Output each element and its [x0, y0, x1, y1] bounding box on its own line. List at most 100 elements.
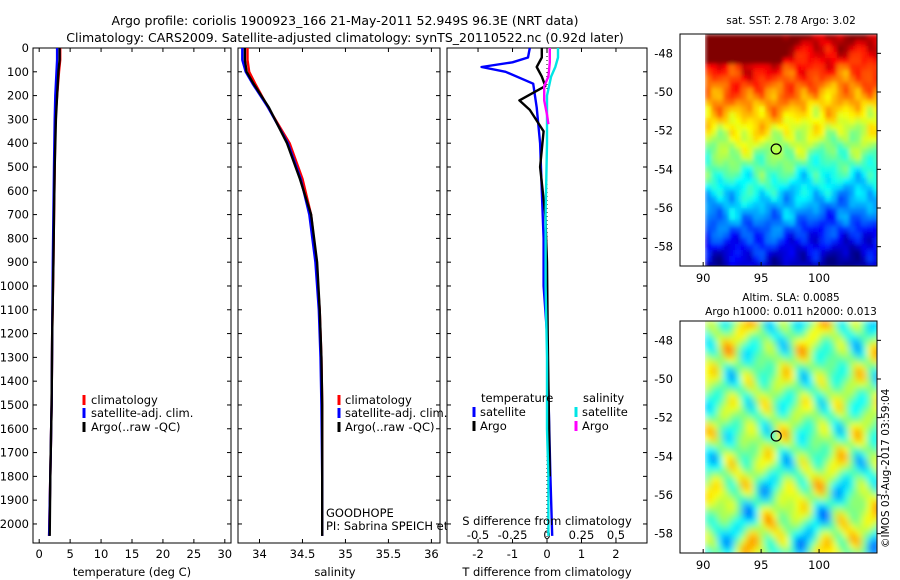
- sla-cell: [711, 441, 718, 448]
- sst-cell: [705, 124, 712, 131]
- sla-cell: [867, 327, 874, 334]
- sla-cell: [747, 339, 754, 346]
- sla-cell: [867, 423, 874, 430]
- sla-cell: [705, 387, 712, 394]
- map-ytick-label: -50: [654, 372, 673, 386]
- sla-cell: [747, 525, 754, 532]
- sst-cell: [855, 166, 862, 173]
- sla-cell: [741, 447, 748, 454]
- sst-cell: [825, 34, 832, 41]
- sla-cell: [741, 453, 748, 460]
- sst-cell: [867, 94, 874, 101]
- sst-cell: [747, 148, 754, 155]
- sla-cell: [867, 363, 874, 370]
- sla-cell: [777, 459, 784, 466]
- sst-cell: [783, 262, 790, 266]
- sst-cell: [777, 124, 784, 131]
- sla-cell: [831, 363, 838, 370]
- sst-cell: [873, 202, 877, 209]
- sst-cell: [729, 250, 736, 257]
- sst-cell: [789, 166, 796, 173]
- sla-cell: [723, 393, 730, 400]
- sla-cell: [873, 417, 877, 424]
- sst-cell: [735, 232, 742, 239]
- sst-cell: [723, 232, 730, 239]
- sla-cell: [825, 375, 832, 382]
- temperature-legend: climatology satellite-adj. clim. Argo(..…: [82, 393, 193, 434]
- sst-cell: [783, 112, 790, 119]
- map-ytick-label: -52: [654, 411, 673, 425]
- sla-cell: [831, 327, 838, 334]
- sla-cell: [753, 513, 760, 520]
- sla-cell: [873, 393, 877, 400]
- sst-cell: [771, 208, 778, 215]
- sla-cell: [759, 327, 766, 334]
- sla-cell: [807, 543, 814, 550]
- sst-cell: [861, 52, 868, 59]
- sst-cell: [771, 40, 778, 47]
- sst-cell: [789, 58, 796, 65]
- sla-cell: [843, 351, 850, 358]
- sst-cell: [813, 52, 820, 59]
- sla-cell: [735, 321, 742, 328]
- sst-cell: [861, 202, 868, 209]
- sst-cell: [777, 52, 784, 59]
- sla-cell: [765, 513, 772, 520]
- sla-cell: [867, 519, 874, 526]
- sst-cell: [873, 118, 877, 125]
- sla-cell: [831, 537, 838, 544]
- sst-cell: [717, 178, 724, 185]
- sst-cell: [729, 106, 736, 113]
- sla-cell: [783, 333, 790, 340]
- sla-cell: [837, 525, 844, 532]
- sla-cell: [789, 435, 796, 442]
- sla-cell: [759, 543, 766, 550]
- sla-cell: [723, 333, 730, 340]
- sla-cell: [825, 525, 832, 532]
- sla-cell: [849, 333, 856, 340]
- sst-cell: [759, 124, 766, 131]
- sst-cell: [771, 58, 778, 65]
- sla-cell: [789, 333, 796, 340]
- sla-cell: [861, 381, 868, 388]
- sla-cell: [729, 411, 736, 418]
- sst-cell: [711, 136, 718, 143]
- sla-cell: [807, 483, 814, 490]
- sst-cell: [825, 244, 832, 251]
- sst-cell: [747, 184, 754, 191]
- sst-cell: [873, 196, 877, 203]
- sla-cell: [849, 435, 856, 442]
- sst-cell: [837, 178, 844, 185]
- stick-label: 0: [543, 528, 550, 542]
- sst-cell: [711, 262, 718, 266]
- sst-cell: [807, 34, 814, 41]
- sst-cell: [717, 130, 724, 137]
- sst-cell: [789, 148, 796, 155]
- sst-argo-marker: [770, 143, 782, 155]
- sla-cell: [741, 513, 748, 520]
- sla-cell: [771, 381, 778, 388]
- sst-cell: [771, 196, 778, 203]
- sst-cell: [873, 220, 877, 227]
- xtick-label: 1: [578, 547, 585, 561]
- sst-cell: [705, 172, 712, 179]
- sst-cell: [837, 238, 844, 245]
- sla-cell: [807, 381, 814, 388]
- sst-cell: [849, 70, 856, 77]
- sst-cell: [783, 100, 790, 107]
- sla-cell: [717, 459, 724, 466]
- sst-cell: [813, 256, 820, 263]
- sla-cell: [873, 321, 877, 328]
- sst-cell: [789, 40, 796, 47]
- sla-cell: [807, 411, 814, 418]
- sst-cell: [807, 40, 814, 47]
- sst-cell: [819, 82, 826, 89]
- sla-cell: [867, 459, 874, 466]
- sla-cell: [855, 381, 862, 388]
- sla-cell: [789, 351, 796, 358]
- sla-cell: [777, 519, 784, 526]
- sla-cell: [735, 495, 742, 502]
- sla-cell: [843, 345, 850, 352]
- sst-cell: [765, 118, 772, 125]
- sla-cell: [843, 399, 850, 406]
